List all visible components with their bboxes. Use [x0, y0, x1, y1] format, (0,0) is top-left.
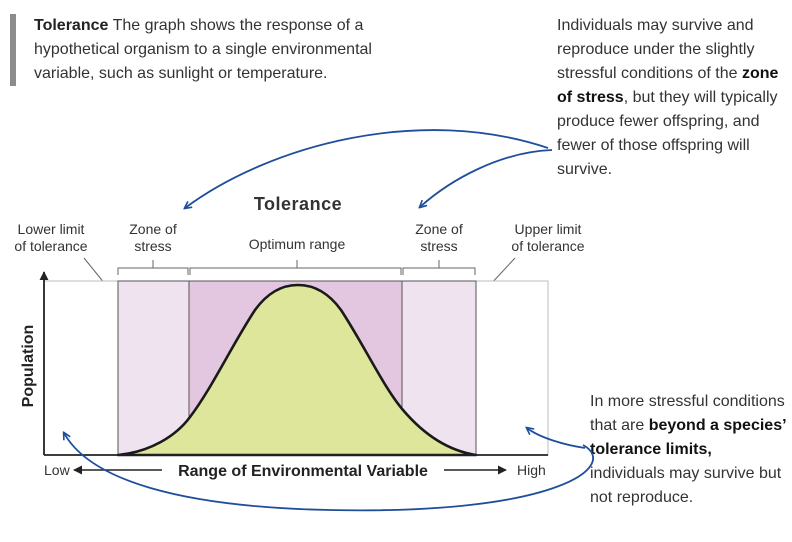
intro-term: Tolerance — [34, 17, 109, 34]
stress-note-emphasis: zone of stress — [557, 65, 779, 106]
callout-arrow-beyond-right — [527, 428, 586, 449]
x-axis-label: Range of Environmental Variable — [178, 463, 428, 480]
stress-note-text-1: Individuals may survive and reproduce un… — [557, 17, 755, 82]
stress-note-text-2: , but they will typically produce fewer … — [557, 89, 778, 178]
zone-stress-left-label-1: Zone of — [129, 221, 177, 237]
zone-stress-left-label-2: stress — [134, 238, 171, 254]
limits-note-emphasis: beyond a species’ tolerance limits, — [590, 417, 786, 458]
upper-limit-label-2: of tolerance — [511, 238, 584, 254]
stress-zone-left — [117, 280, 190, 456]
population-curve — [116, 283, 478, 457]
stress-zone-note: Individuals may survive and reproduce un… — [557, 14, 787, 182]
intro-caption: Tolerance The graph shows the response o… — [34, 14, 434, 86]
intro-accent-bar — [10, 14, 16, 86]
upper-limit-label-1: Upper limit — [515, 221, 582, 237]
limits-note-text-1: In more stressful conditions that are — [590, 393, 785, 434]
y-axis-label: Population — [20, 325, 37, 408]
limits-note-text-2: individuals may survive but not reproduc… — [590, 465, 782, 506]
zone-stress-right-label-1: Zone of — [415, 221, 463, 237]
lower-limit-label-1: Lower limit — [18, 221, 85, 237]
optimum-range-label: Optimum range — [249, 236, 346, 252]
zone-brackets — [117, 260, 476, 275]
lower-limit-label-2: of tolerance — [14, 238, 87, 254]
callout-arrow-right-stress — [420, 149, 553, 207]
diagram-title: Tolerance — [254, 194, 342, 214]
intro-text: The graph shows the response of a hypoth… — [34, 17, 372, 82]
x-axis-high-label: High — [517, 462, 546, 478]
tolerance-limits-note: In more stressful conditions that are be… — [590, 390, 790, 510]
x-axis-low-label: Low — [44, 462, 71, 478]
callout-arrow-left-stress — [185, 129, 549, 208]
callout-arrow-beyond-limits — [64, 433, 594, 512]
zone-stress-right-label-2: stress — [420, 238, 457, 254]
